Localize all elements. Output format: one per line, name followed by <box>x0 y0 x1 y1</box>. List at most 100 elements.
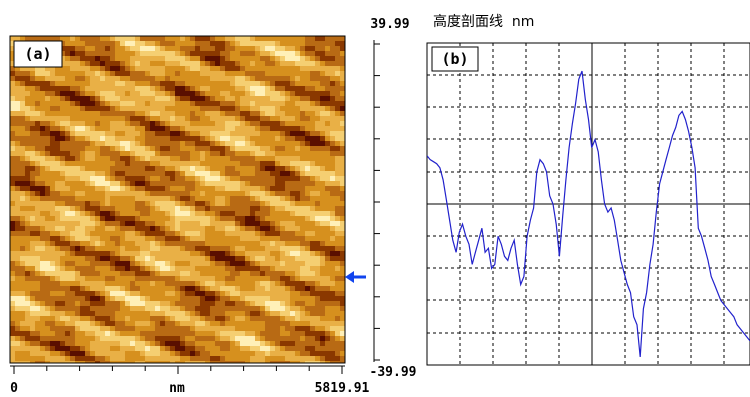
afm-pixel <box>10 36 16 42</box>
afm-pixel <box>50 316 56 322</box>
afm-pixel <box>165 41 171 47</box>
afm-pixel <box>240 346 246 352</box>
afm-pixel <box>10 96 16 102</box>
afm-pixel <box>240 256 246 262</box>
afm-pixel <box>280 156 286 162</box>
afm-pixel <box>180 76 186 82</box>
afm-pixel <box>120 316 126 322</box>
afm-pixel <box>160 51 166 57</box>
afm-pixel <box>75 116 81 122</box>
afm-pixel <box>335 211 341 217</box>
afm-pixel <box>220 156 226 162</box>
afm-pixel <box>65 271 71 277</box>
afm-pixel <box>170 281 176 287</box>
afm-pixel <box>150 81 156 87</box>
afm-pixel <box>65 71 71 77</box>
afm-pixel <box>85 176 91 182</box>
afm-pixel <box>145 156 151 162</box>
afm-pixel <box>185 266 191 272</box>
afm-pixel <box>325 191 331 197</box>
afm-pixel <box>155 91 161 97</box>
afm-pixel <box>195 346 201 352</box>
afm-pixel <box>100 141 106 147</box>
afm-pixel <box>130 76 136 82</box>
afm-pixel <box>80 61 86 67</box>
afm-pixel <box>190 266 196 272</box>
afm-pixel <box>215 221 221 227</box>
afm-pixel <box>330 101 336 107</box>
afm-pixel <box>65 211 71 217</box>
afm-pixel <box>115 231 121 237</box>
afm-pixel <box>325 206 331 212</box>
afm-pixel <box>115 281 121 287</box>
afm-pixel <box>55 201 61 207</box>
afm-pixel <box>220 101 226 107</box>
afm-pixel <box>75 61 81 67</box>
afm-pixel <box>205 276 211 282</box>
afm-pixel <box>220 261 226 267</box>
afm-pixel <box>300 166 306 172</box>
image-x-axis: 0 nm 5819.91 <box>10 365 370 396</box>
afm-pixel <box>265 126 271 132</box>
afm-pixel <box>70 136 76 142</box>
afm-pixel <box>125 236 131 242</box>
afm-pixel <box>200 66 206 72</box>
afm-pixel <box>195 351 201 357</box>
afm-pixel <box>290 316 296 322</box>
afm-pixel <box>85 216 91 222</box>
afm-pixel <box>45 256 51 262</box>
afm-pixel <box>295 131 301 137</box>
afm-pixel <box>140 286 146 292</box>
afm-pixel <box>305 46 311 52</box>
afm-pixel <box>315 191 321 197</box>
afm-pixel <box>10 236 16 242</box>
afm-pixel <box>325 226 331 232</box>
afm-pixel <box>155 111 161 117</box>
afm-pixel <box>30 321 36 327</box>
afm-pixel <box>170 146 176 152</box>
afm-pixel <box>70 361 76 363</box>
afm-pixel <box>15 286 21 292</box>
afm-pixel <box>125 326 131 332</box>
afm-pixel <box>340 276 345 282</box>
afm-pixel <box>190 146 196 152</box>
afm-pixel <box>330 156 336 162</box>
afm-pixel <box>105 326 111 332</box>
afm-pixel <box>265 86 271 92</box>
afm-pixel <box>310 46 316 52</box>
afm-pixel <box>25 161 31 167</box>
afm-pixel <box>240 266 246 272</box>
afm-pixel <box>250 221 256 227</box>
afm-pixel <box>255 206 261 212</box>
afm-pixel <box>165 126 171 132</box>
afm-pixel <box>90 311 96 317</box>
afm-pixel <box>245 351 251 357</box>
afm-pixel <box>325 261 331 267</box>
afm-pixel <box>160 341 166 347</box>
afm-pixel <box>125 116 131 122</box>
afm-pixel <box>10 251 16 257</box>
afm-pixel <box>90 231 96 237</box>
afm-pixel <box>270 171 276 177</box>
afm-pixel <box>275 126 281 132</box>
afm-pixel <box>80 101 86 107</box>
afm-pixel <box>160 171 166 177</box>
afm-pixel <box>10 286 16 292</box>
afm-pixel <box>10 356 16 362</box>
afm-pixel <box>55 321 61 327</box>
afm-pixel <box>45 211 51 217</box>
afm-pixel <box>310 286 316 292</box>
afm-pixel <box>315 151 321 157</box>
afm-pixel <box>250 126 256 132</box>
afm-pixel <box>60 271 66 277</box>
afm-pixel <box>285 121 291 127</box>
afm-pixel <box>230 281 236 287</box>
afm-pixel <box>65 331 71 337</box>
afm-pixel <box>300 306 306 312</box>
afm-pixel <box>190 111 196 117</box>
afm-pixel <box>210 191 216 197</box>
afm-pixel <box>40 36 46 42</box>
afm-pixel <box>10 256 16 262</box>
afm-pixel <box>175 186 181 192</box>
afm-pixel <box>325 296 331 302</box>
